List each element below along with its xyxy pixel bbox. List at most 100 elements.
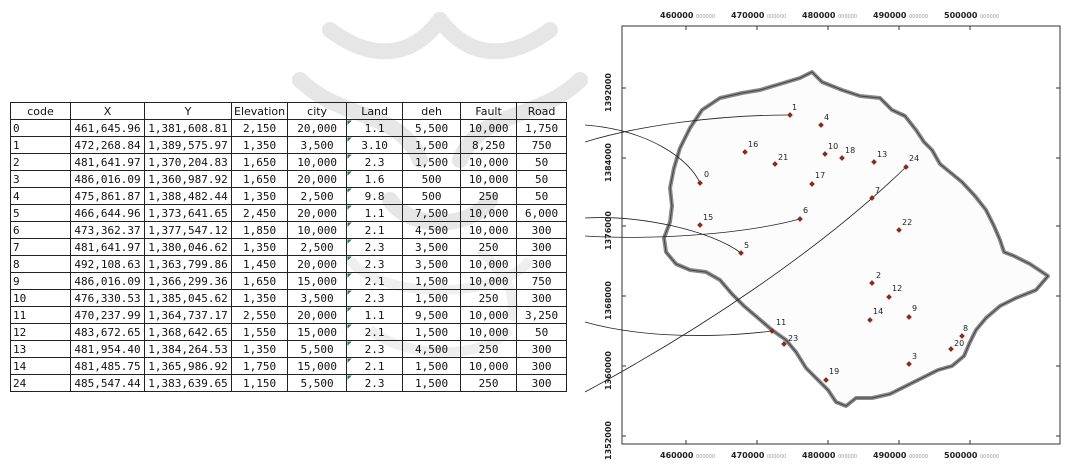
x-cell: 483,672.65 [70,323,145,341]
x-tick-label: 460000 [660,11,694,20]
table-row: 0 461,645.96 1,381,608.81 2,150 20,000 1.1 5,5… [10,119,568,137]
sample-point-label: 5 [744,241,749,250]
x-tick-suffix: 000000 [838,454,857,460]
road-cell: 300 [516,221,568,239]
elevation-cell: 1,650 [230,153,289,171]
x-cell: 481,641.97 [70,153,145,171]
table-body: 0 461,645.96 1,381,608.81 2,150 20,000 1.1 5,5… [10,119,568,392]
elevation-cell: 1,850 [230,221,289,239]
sample-point-label: 21 [778,153,788,162]
x-cell: 492,108.63 [70,255,145,273]
sample-point-marker [697,222,703,228]
elevation-cell: 1,350 [230,340,289,358]
code-cell: 24 [10,374,71,392]
sample-point-label: 19 [829,367,839,376]
x-cell: 461,645.96 [70,119,145,137]
sample-point-label: 24 [909,154,919,163]
sample-point-label: 11 [776,318,786,327]
road-cell: 300 [516,255,568,273]
land-cell: 2.3 [346,238,404,256]
sample-point-marker [869,195,875,201]
sample-point-label: 20 [954,339,964,348]
deh-cell: 1,500 [402,289,462,307]
sample-point-marker [781,341,787,347]
fault-cell: 10,000 [460,272,518,290]
y-cell: 1,383,639.65 [144,374,232,392]
y-cell: 1,377,547.12 [144,221,232,239]
road-cell: 300 [516,289,568,307]
sample-point-label: 1 [792,103,797,112]
x-tick-suffix: 000000 [696,14,715,20]
y-tick-label: 1384000 [604,143,613,182]
leader-line-0 [584,124,701,184]
city-cell: 10,000 [287,153,348,171]
code-cell: 10 [10,289,71,307]
x-cell: 481,954.40 [70,340,145,358]
sample-point-label: 8 [963,324,968,333]
deh-cell: 9,500 [402,306,462,324]
column-header: deh [402,102,462,120]
y-tick-label: 1392000 [604,73,613,112]
x-tick-label: 490000 [873,451,907,460]
y-tick-label: 1352000 [604,421,613,460]
x-tick-suffix: 000000 [767,454,786,460]
deh-cell: 1,500 [402,136,462,154]
land-cell: 2.1 [346,272,404,290]
fault-cell: 10,000 [460,357,518,375]
sample-point-label: 7 [875,186,880,195]
sample-point-marker [896,227,902,233]
land-cell: 1.1 [346,119,404,137]
study-area-boundary [662,70,1050,408]
land-cell: 1.1 [346,204,404,222]
sample-point-marker [869,280,875,286]
x-tick-suffix: 000000 [838,14,857,20]
sample-point-label: 10 [828,142,838,151]
x-tick-label: 500000 [944,451,978,460]
road-cell: 300 [516,340,568,358]
land-cell: 2.1 [346,357,404,375]
table-row: 10 476,330.53 1,385,045.62 1,350 3,500 2.3 1,5… [10,289,568,307]
sample-point-marker [959,333,965,339]
x-cell: 485,547.44 [70,374,145,392]
elevation-cell: 1,350 [230,187,289,205]
sample-point-marker [839,155,845,161]
sample-point-marker [867,317,873,323]
sample-point-marker [906,314,912,320]
x-axis-top-labels: 460000 000000 470000 000000 480000 000000 4900… [660,11,999,20]
sample-point-label: 15 [703,213,713,222]
x-tick-label: 470000 [731,451,765,460]
sample-point-label: 18 [845,146,855,155]
sample-point-label: 12 [892,284,902,293]
leader-line-11 [584,321,773,336]
y-cell: 1,389,575.97 [144,136,232,154]
sample-point-marker [697,180,703,186]
x-tick-suffix: 000000 [980,14,999,20]
sample-point-marker [948,346,954,352]
sample-point-marker [797,216,803,222]
sample-point-label: 3 [912,352,917,361]
sample-point-label: 16 [748,140,758,149]
land-cell: 3.10 [346,136,404,154]
fault-cell: 250 [460,374,518,392]
sample-point-label: 2 [876,271,881,280]
road-cell: 300 [516,374,568,392]
table-row: 9 486,016.09 1,366,299.36 1,650 15,000 2.1 1,5… [10,272,568,290]
y-tick-label: 1360000 [604,351,613,390]
elevation-cell: 1,650 [230,170,289,188]
axis-tick-marks [622,26,1060,444]
fault-cell: 10,000 [460,255,518,273]
sample-point-label: 9 [912,304,917,313]
sample-point-marker [818,122,824,128]
x-axis-bottom-labels: 460000 000000 470000 000000 480000 000000 4900… [660,451,999,460]
sample-point-marker [772,161,778,167]
fault-cell: 250 [460,238,518,256]
sample-point-marker [886,294,892,300]
y-tick-label: 1368000 [604,281,613,320]
sample-point-marker [742,149,748,155]
sample-point-marker [787,112,793,118]
table-row: 3 486,016.09 1,360,987.92 1,650 20,000 1.6 500… [10,170,568,188]
leader-line-1 [584,114,791,143]
sample-point-label: 6 [803,206,808,215]
sample-point-label: 23 [788,334,798,343]
